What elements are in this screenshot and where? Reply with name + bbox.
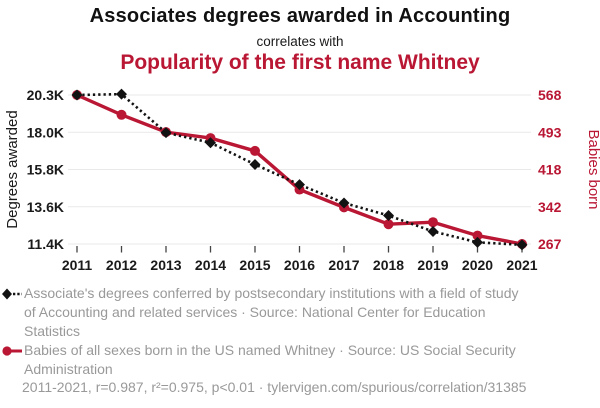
x-axis-tick-label: 2015 [239, 257, 270, 273]
legend-entry-babies: Babies of all sexes born in the US named… [2, 341, 582, 379]
data-point-circle [250, 145, 260, 156]
x-axis-tick-label: 2020 [462, 257, 493, 273]
data-point-diamond [116, 88, 127, 100]
data-point-diamond [205, 137, 216, 149]
right-axis-tick-label: 267 [538, 236, 562, 252]
data-point-diamond [294, 179, 305, 191]
title-correlate: Popularity of the first name Whitney [120, 51, 480, 74]
page-title: Associates degrees awarded in Accounting [89, 5, 511, 27]
data-point-circle [116, 109, 127, 120]
right-axis-tick-label: 342 [538, 199, 562, 215]
x-axis-tick-label: 2018 [373, 257, 404, 273]
data-point-diamond [427, 225, 439, 237]
title-connector: correlates with [256, 34, 344, 49]
data-point-diamond [516, 239, 528, 251]
x-axis-tick-label: 2013 [150, 257, 181, 273]
right-axis-tick-label: 418 [538, 162, 562, 178]
legend-entry-degrees: Associate's degrees conferred by postsec… [2, 284, 582, 341]
x-axis-tick-label: 2017 [328, 257, 359, 273]
x-axis-tick-label: 2019 [417, 257, 448, 273]
stats-footer: 2011-2021, r=0.987, r²=0.975, p<0.01 · t… [22, 379, 527, 395]
data-point-diamond [472, 236, 483, 248]
right-axis-tick-label: 493 [538, 124, 562, 140]
legend-text-babies: Babies of all sexes born in the US named… [24, 342, 516, 377]
data-point-circle [428, 217, 438, 228]
left-axis-tick-label: 13.6K [27, 199, 64, 215]
x-axis-tick-label: 2021 [506, 257, 537, 273]
black-diamond-dashed-line-icon [2, 288, 22, 300]
right-axis-tick-label: 568 [538, 87, 562, 103]
x-axis-tick-label: 2012 [106, 257, 137, 273]
data-point-circle [383, 219, 394, 230]
x-axis-tick-label: 2016 [284, 257, 315, 273]
left-axis-tick-label: 20.3K [27, 87, 64, 103]
data-point-diamond [160, 127, 172, 139]
left-axis-tick-label: 15.8K [27, 162, 64, 178]
right-axis-title: Babies born [585, 129, 600, 209]
series-degrees [71, 88, 528, 251]
left-axis-tick-label: 18.0K [27, 124, 64, 140]
line-chart: 20.3K 568 18.0K 493 15.8K 418 13.6K 342 11.4K 267… [4, 87, 600, 273]
data-point-diamond [383, 210, 394, 222]
data-point-circle [472, 230, 483, 241]
left-axis-title: Degrees awarded [4, 110, 21, 228]
x-axis-tick-label: 2014 [195, 257, 226, 273]
left-axis-tick-label: 11.4K [27, 236, 64, 252]
red-circle-solid-line-icon [2, 346, 22, 356]
data-point-diamond [338, 197, 350, 209]
data-point-diamond [71, 89, 83, 101]
legend-text-degrees: Associate's degrees conferred by postsec… [24, 285, 519, 339]
data-point-diamond [249, 158, 261, 170]
x-axis-tick-label: 2011 [62, 257, 93, 273]
